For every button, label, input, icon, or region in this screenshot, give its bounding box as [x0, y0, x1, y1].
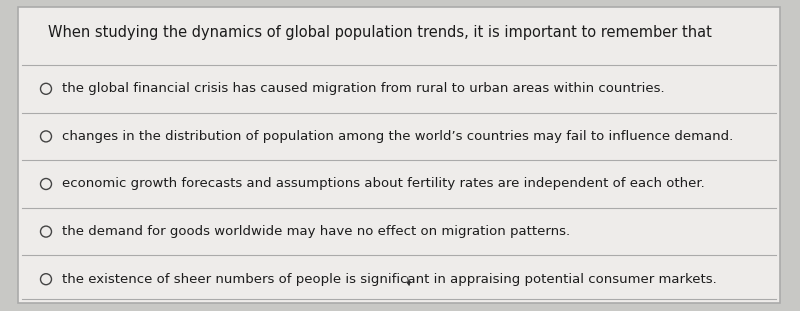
Text: the demand for goods worldwide may have no effect on migration patterns.: the demand for goods worldwide may have …	[62, 225, 570, 238]
Text: When studying the dynamics of global population trends, it is important to remem: When studying the dynamics of global pop…	[48, 25, 712, 40]
Text: the global financial crisis has caused migration from rural to urban areas withi: the global financial crisis has caused m…	[62, 82, 665, 95]
Text: economic growth forecasts and assumptions about fertility rates are independent : economic growth forecasts and assumption…	[62, 178, 705, 191]
Text: the existence of sheer numbers of people is significant in appraising potential : the existence of sheer numbers of people…	[62, 273, 717, 286]
FancyBboxPatch shape	[18, 7, 780, 303]
Text: changes in the distribution of population among the world’s countries may fail t: changes in the distribution of populatio…	[62, 130, 734, 143]
